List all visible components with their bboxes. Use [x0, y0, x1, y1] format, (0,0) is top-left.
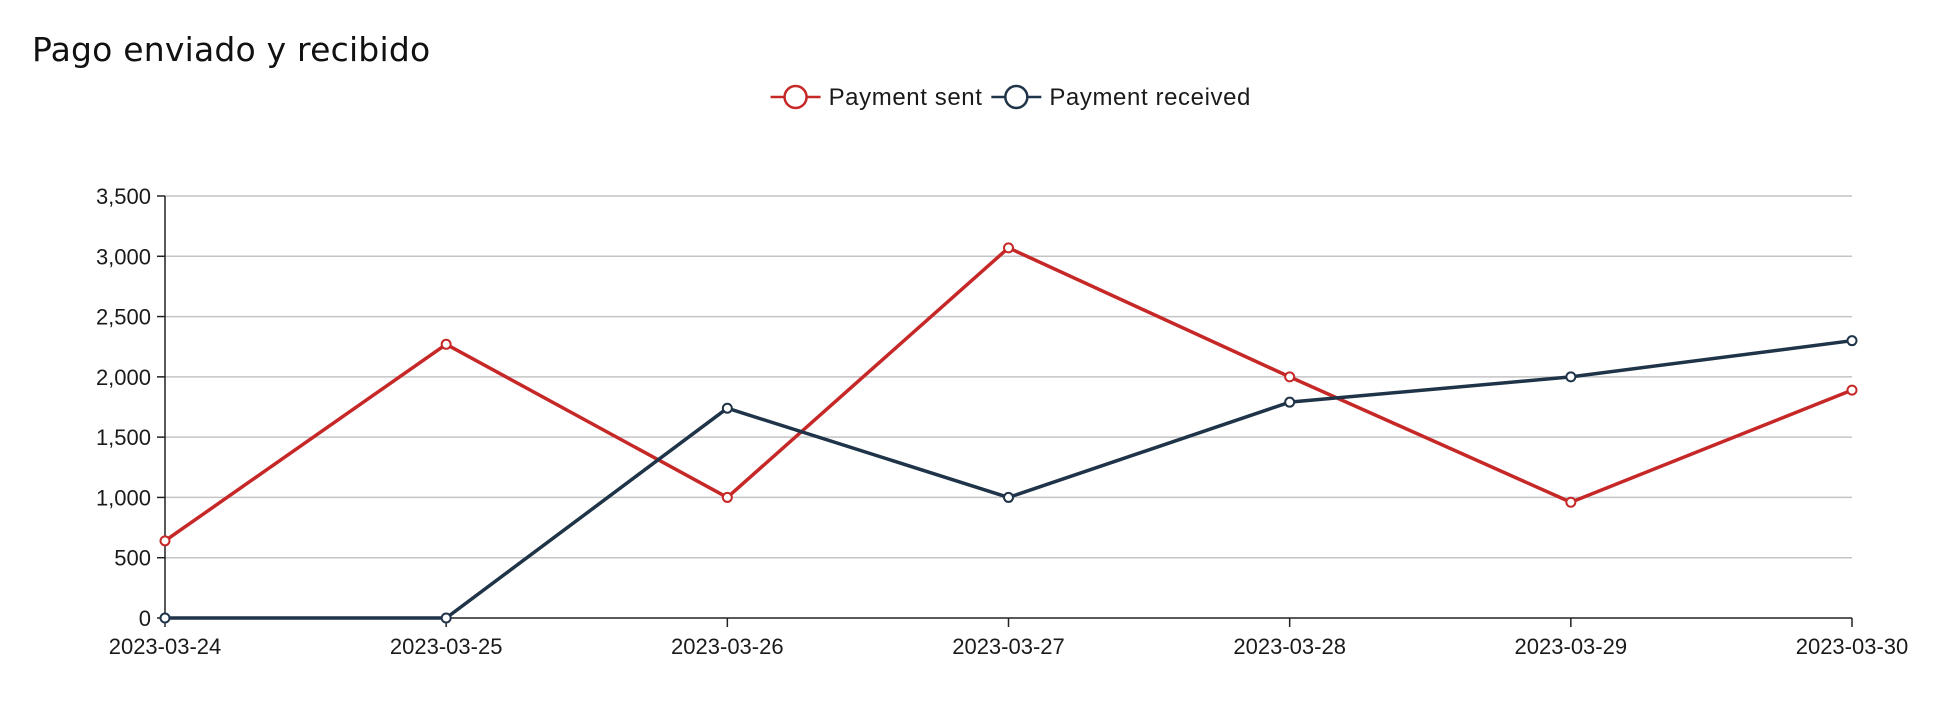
data-point[interactable] [440, 338, 452, 350]
y-tick-label: 1,000 [96, 485, 151, 510]
y-tick-label: 500 [114, 546, 151, 571]
chart-title: Pago enviado y recibido [32, 30, 431, 69]
data-point[interactable] [1565, 496, 1577, 508]
y-tick-label: 0 [139, 606, 151, 631]
data-point[interactable] [1846, 384, 1858, 396]
x-tick-label: 2023-03-30 [1796, 634, 1909, 659]
data-point[interactable] [1565, 371, 1577, 383]
x-tick-label: 2023-03-29 [1515, 634, 1628, 659]
legend: Payment sent Payment received [770, 84, 1251, 111]
x-tick-label: 2023-03-26 [671, 634, 784, 659]
x-tick-label: 2023-03-27 [952, 634, 1065, 659]
data-point[interactable] [1003, 491, 1014, 503]
y-tick-label: 2,500 [96, 305, 151, 330]
data-point[interactable] [440, 612, 452, 624]
legend-label: Payment received [1049, 84, 1251, 111]
axes: 0 500 1,000 1,500 2,000 2,500 3,000 3,500 2023-0… [96, 184, 1908, 659]
series-lines [159, 242, 1858, 624]
data-point[interactable] [721, 402, 733, 414]
legend-label: Payment sent [829, 84, 983, 111]
y-tick-label: 3,500 [96, 184, 151, 209]
x-tick-label: 2023-03-25 [390, 634, 503, 659]
data-point[interactable] [721, 491, 733, 503]
data-point[interactable] [1003, 242, 1014, 254]
x-tick-label: 2023-03-28 [1233, 634, 1346, 659]
y-tick-label: 3,000 [96, 244, 151, 269]
x-tick-label: 2023-03-24 [109, 634, 222, 659]
y-tick-label: 2,000 [96, 365, 151, 390]
data-point[interactable] [159, 535, 171, 547]
data-point[interactable] [1846, 335, 1858, 347]
series-line-2 [165, 338, 1853, 620]
legend-item-1[interactable]: Payment sent [770, 84, 983, 111]
y-tick-label: 1,500 [96, 425, 151, 450]
data-point[interactable] [1284, 371, 1296, 383]
legend-swatch-marker [1004, 84, 1029, 110]
data-point[interactable] [159, 612, 171, 624]
legend-item-2[interactable]: Payment received [991, 84, 1251, 111]
legend-swatch-marker [783, 84, 808, 110]
data-point[interactable] [1284, 396, 1296, 408]
